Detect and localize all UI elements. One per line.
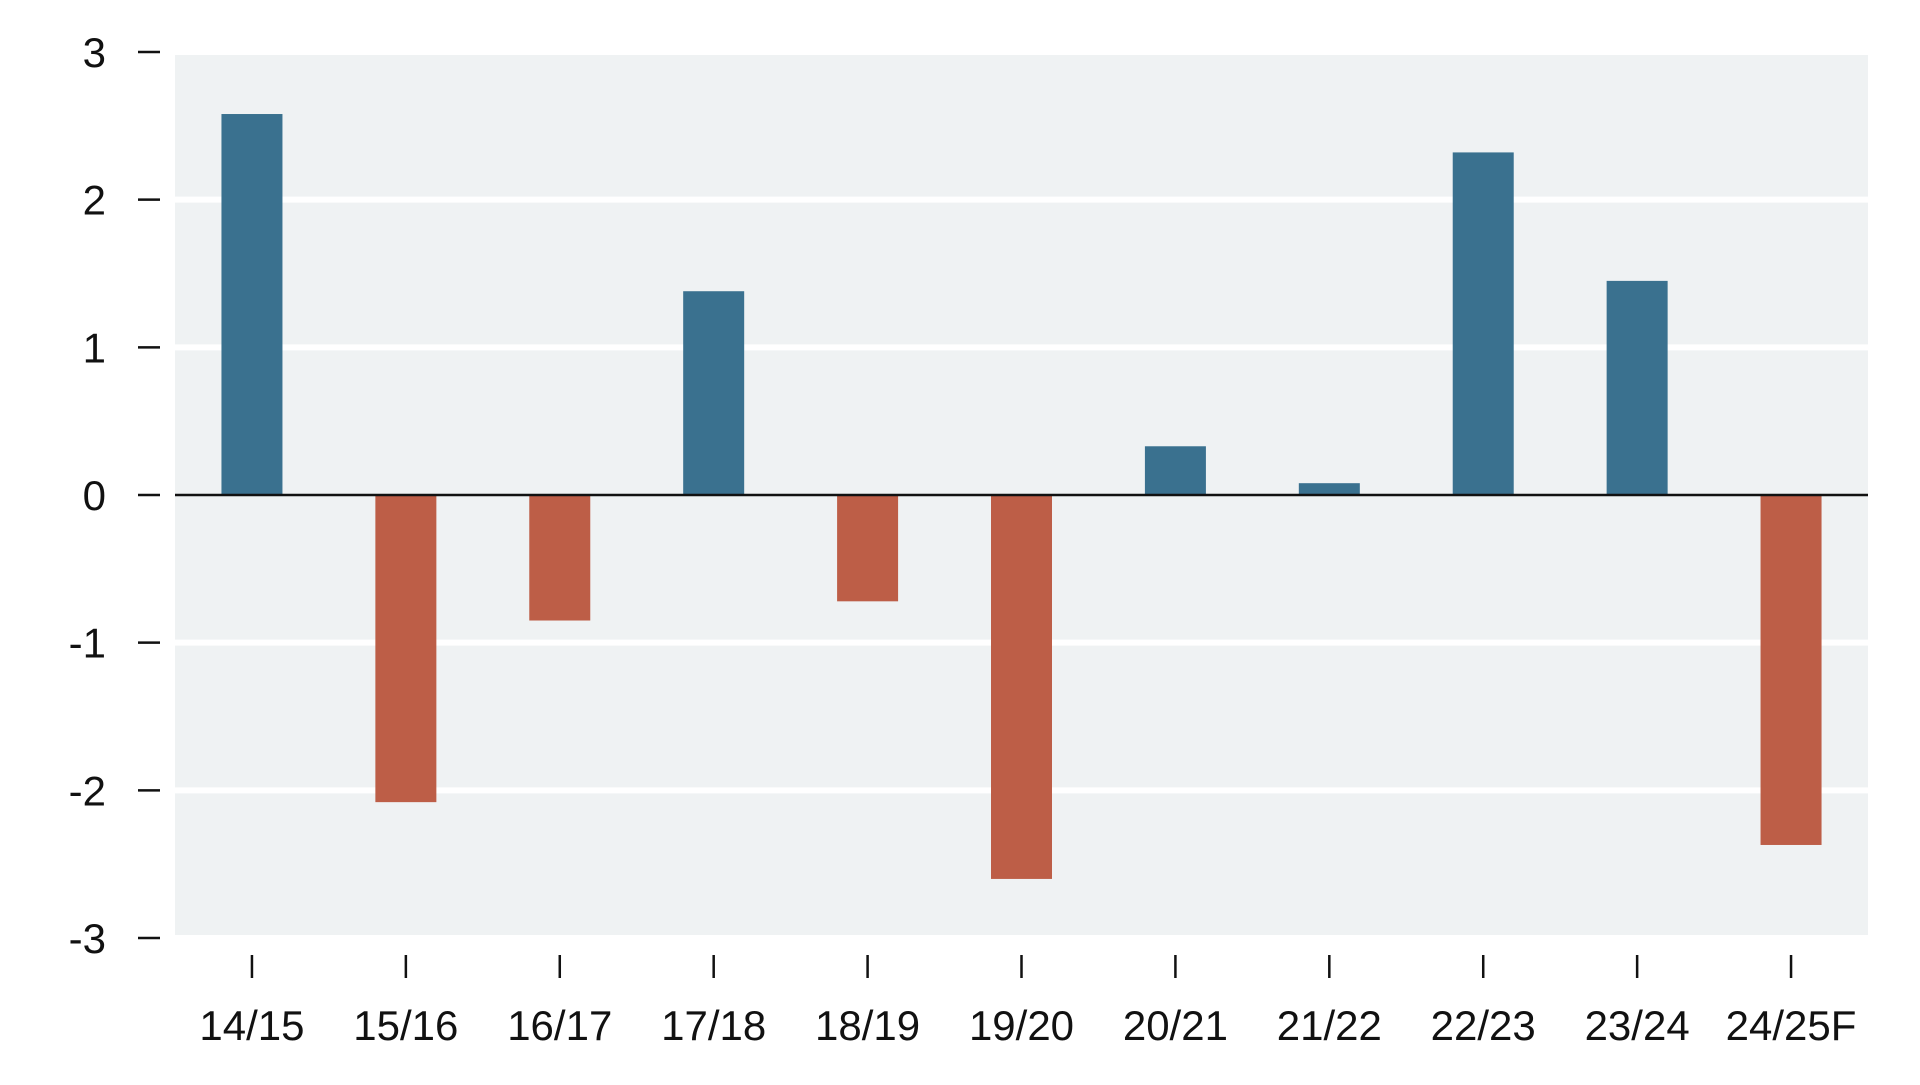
x-tick-label: 16/17 xyxy=(507,1002,612,1049)
y-tick-label: -1 xyxy=(69,620,106,667)
bar xyxy=(991,495,1052,879)
y-tick-label: 1 xyxy=(83,324,106,371)
bar xyxy=(221,114,283,496)
x-tick-label: 15/16 xyxy=(353,1002,458,1049)
bar xyxy=(837,495,899,602)
x-tick-label: 17/18 xyxy=(661,1002,766,1049)
x-tick-label: 18/19 xyxy=(815,1002,920,1049)
y-tick-label: 2 xyxy=(83,177,106,224)
bar xyxy=(529,495,591,621)
bar xyxy=(1760,495,1822,845)
bar xyxy=(1606,280,1668,495)
x-tick-label: 23/24 xyxy=(1585,1002,1690,1049)
bars xyxy=(221,114,1822,879)
x-tick-label: 22/23 xyxy=(1431,1002,1536,1049)
y-tick-label: 0 xyxy=(83,472,106,519)
x-tick-label: 14/15 xyxy=(199,1002,304,1049)
bar xyxy=(375,495,437,803)
y-axis: 3 2 1 0 -1 -2 -3 xyxy=(69,29,160,962)
y-tick-label: 3 xyxy=(83,29,106,76)
x-tick-label: 21/22 xyxy=(1277,1002,1382,1049)
y-tick-label: -2 xyxy=(69,767,106,814)
bar xyxy=(1144,446,1206,495)
y-tick-label: -3 xyxy=(69,915,106,962)
x-axis: 14/15 15/16 16/17 17/18 18/19 19/20 20/21 21/22… xyxy=(199,955,1856,1049)
bar xyxy=(1452,152,1514,495)
x-tick-label: 20/21 xyxy=(1123,1002,1228,1049)
bar xyxy=(1298,483,1360,495)
x-tick-label: 24/25F xyxy=(1726,1002,1857,1049)
bar xyxy=(683,291,745,495)
x-tick-label: 19/20 xyxy=(969,1002,1074,1049)
